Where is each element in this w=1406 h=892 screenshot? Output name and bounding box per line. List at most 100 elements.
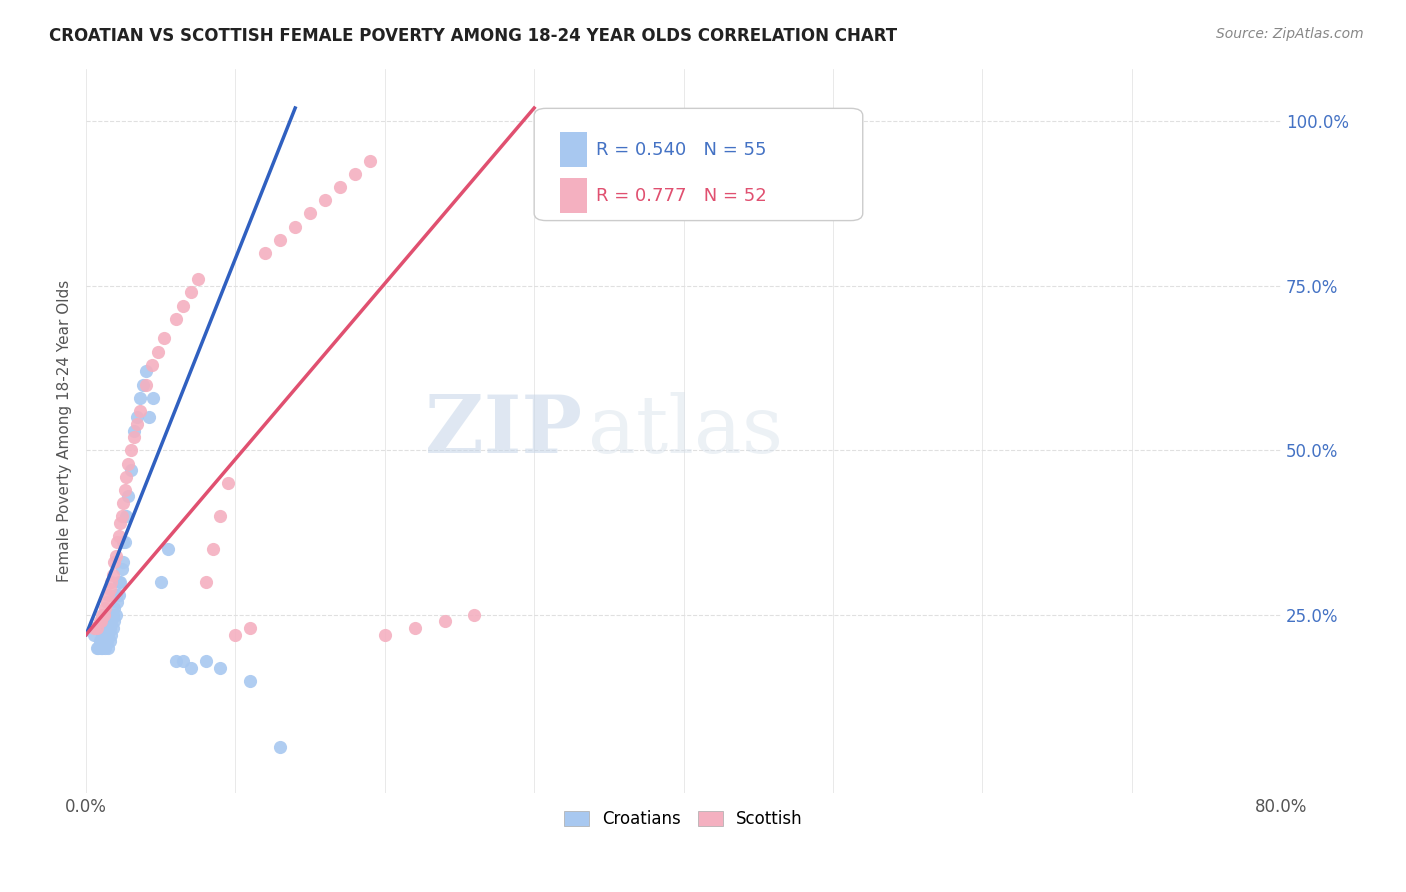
Point [91,607,114,622]
Point [284,219,307,234]
Point [463,607,485,622]
Bar [561,178,586,213]
Point [103,555,125,569]
Point [108,574,131,589]
Point [157,542,180,557]
Point [98,582,121,596]
Point [111,509,134,524]
Point [314,193,336,207]
Text: Source: ZipAtlas.com: Source: ZipAtlas.com [1216,27,1364,41]
Point [299,206,322,220]
Point [107,535,129,549]
Point [93,628,115,642]
Bar [561,132,586,167]
Point [141,358,163,372]
Point [104,549,127,563]
Point [83,621,105,635]
Y-axis label: Female Poverty Among 18-24 Year Olds: Female Poverty Among 18-24 Year Olds [58,279,72,582]
Point [101,568,124,582]
Point [97,640,120,655]
Point [132,377,155,392]
Point [98,607,121,622]
Point [269,739,291,754]
Point [194,574,217,589]
Point [172,298,194,312]
Point [98,621,121,635]
Point [97,628,120,642]
Point [93,607,115,622]
Text: atlas: atlas [588,392,783,469]
Point [100,574,122,589]
Point [110,574,132,589]
Point [165,311,187,326]
Text: CROATIAN VS SCOTTISH FEMALE POVERTY AMONG 18-24 YEAR OLDS CORRELATION CHART: CROATIAN VS SCOTTISH FEMALE POVERTY AMON… [49,27,897,45]
Point [122,424,145,438]
Point [172,654,194,668]
Point [94,640,117,655]
Point [104,607,127,622]
Point [112,535,135,549]
Text: ZIP: ZIP [425,392,582,469]
Point [86,621,108,635]
Point [108,588,131,602]
Point [98,634,121,648]
Point [180,660,202,674]
Point [125,417,148,431]
Point [89,615,111,629]
Point [209,509,232,524]
Point [97,615,120,629]
Point [90,615,112,629]
Text: R = 0.540   N = 55: R = 0.540 N = 55 [596,141,766,159]
Point [101,621,124,635]
Point [114,535,136,549]
Point [100,628,122,642]
Point [404,621,426,635]
Point [103,615,125,629]
Point [142,391,165,405]
Point [83,628,105,642]
Point [120,443,142,458]
Point [112,555,135,569]
Point [91,628,114,642]
Point [138,410,160,425]
Point [120,463,142,477]
Point [359,153,381,168]
Point [101,607,124,622]
Point [96,621,118,635]
Point [87,640,110,655]
Point [114,483,136,497]
Point [374,628,396,642]
Point [94,628,117,642]
Point [115,469,138,483]
Point [96,595,118,609]
Point [103,601,125,615]
Point [125,410,148,425]
FancyBboxPatch shape [534,108,863,220]
Point [100,615,122,629]
Point [209,660,232,674]
Point [152,331,174,345]
Point [117,490,139,504]
Point [135,364,157,378]
Point [108,529,131,543]
Point [329,180,352,194]
Point [239,673,262,688]
Point [180,285,202,300]
Point [112,496,135,510]
Point [110,516,132,530]
Point [107,595,129,609]
Point [104,588,127,602]
Point [149,574,172,589]
Point [146,344,169,359]
Point [194,654,217,668]
Point [117,457,139,471]
Text: R = 0.777   N = 52: R = 0.777 N = 52 [596,186,768,205]
Point [217,476,239,491]
Point [97,588,120,602]
Point [96,634,118,648]
Point [135,377,157,392]
Point [115,509,138,524]
Point [128,404,150,418]
Point [269,233,291,247]
Point [90,640,112,655]
